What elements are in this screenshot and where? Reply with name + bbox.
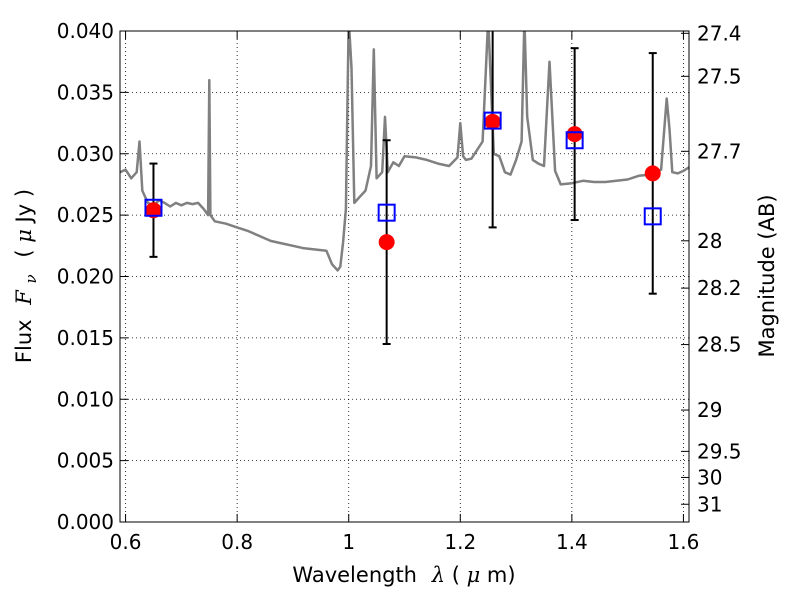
model-point bbox=[565, 131, 584, 150]
x-tick-label: 0.8 bbox=[221, 530, 253, 554]
y-axis-title: Flux F ν ( μ Jy ) bbox=[12, 189, 41, 363]
x-tick-label: 1.2 bbox=[444, 530, 476, 554]
model-point bbox=[643, 207, 662, 226]
model-point bbox=[144, 198, 163, 217]
x-axis-unit-open: ( bbox=[452, 563, 460, 587]
x-axis-title: Wavelength λ ( μ m) bbox=[292, 563, 515, 587]
y2-tick-label: 28 bbox=[697, 229, 722, 253]
y-axis: 0.000 0.005 0.010 0.015 0.020 0.025 0.030 0.035… bbox=[57, 19, 128, 534]
y2-tick-label: 28.2 bbox=[697, 276, 742, 300]
x-axis-unit-rest: m) bbox=[487, 563, 516, 587]
y2-tick-label: 28.5 bbox=[697, 333, 742, 357]
y2-tick-label: 29.5 bbox=[697, 439, 742, 463]
y-tick-label: 0.020 bbox=[57, 265, 114, 289]
observed-points bbox=[145, 113, 661, 251]
y2-tick-label: 29 bbox=[697, 398, 722, 422]
observed-point bbox=[566, 126, 583, 143]
y2-tick-label: 30 bbox=[697, 465, 722, 489]
spectrum-line bbox=[120, 31, 689, 272]
y-tick-label: 0.005 bbox=[57, 449, 114, 473]
model-point bbox=[377, 203, 396, 222]
y-tick-label: 0.015 bbox=[57, 326, 114, 350]
observed-point bbox=[378, 234, 395, 251]
y2-axis-title: Magnitude (AB) bbox=[755, 194, 779, 357]
y-axis-subscript: ν bbox=[22, 274, 40, 283]
y-tick-label: 0.025 bbox=[57, 203, 114, 227]
y-axis-symbol: F bbox=[12, 289, 36, 306]
x-axis-unit-mu: μ bbox=[467, 563, 481, 587]
y2-tick-label: 27.4 bbox=[697, 21, 742, 45]
y2-axis: 27.4 27.5 27.7 28 28.2 28.5 29 29.530 31 bbox=[681, 21, 742, 516]
y-tick-label: 0.010 bbox=[57, 387, 114, 411]
x-tick-label: 1.6 bbox=[668, 530, 700, 554]
y-axis-unit-rest: Jy ) bbox=[12, 189, 36, 225]
y-tick-label: 0.035 bbox=[57, 80, 114, 104]
model-point bbox=[483, 111, 502, 130]
x-axis-label: Wavelength bbox=[292, 563, 417, 587]
y2-tick-label: 31 bbox=[697, 492, 722, 516]
y-tick-label: 0.040 bbox=[57, 19, 114, 43]
x-tick-label: 0.6 bbox=[110, 530, 142, 554]
y-tick-label: 0.000 bbox=[57, 510, 114, 534]
x-axis-symbol: λ bbox=[431, 563, 445, 587]
y-axis-unit-open: ( bbox=[12, 243, 36, 258]
x-tick-label: 1.4 bbox=[556, 530, 588, 554]
y-axis-label: Flux bbox=[12, 319, 36, 363]
observed-point bbox=[644, 165, 661, 182]
y-tick-label: 0.030 bbox=[57, 142, 114, 166]
x-axis: 0.6 0.8 1 1.2 1.4 1.6 bbox=[110, 31, 700, 554]
grid bbox=[120, 31, 689, 522]
model-spectrum bbox=[120, 31, 689, 272]
y2-tick-label: 27.7 bbox=[697, 139, 742, 163]
model-points bbox=[144, 111, 662, 226]
y-axis-unit-mu: μ bbox=[12, 229, 36, 243]
observed-point bbox=[484, 113, 501, 130]
x-tick-label: 1 bbox=[342, 530, 355, 554]
y2-tick-label: 27.5 bbox=[697, 64, 742, 88]
